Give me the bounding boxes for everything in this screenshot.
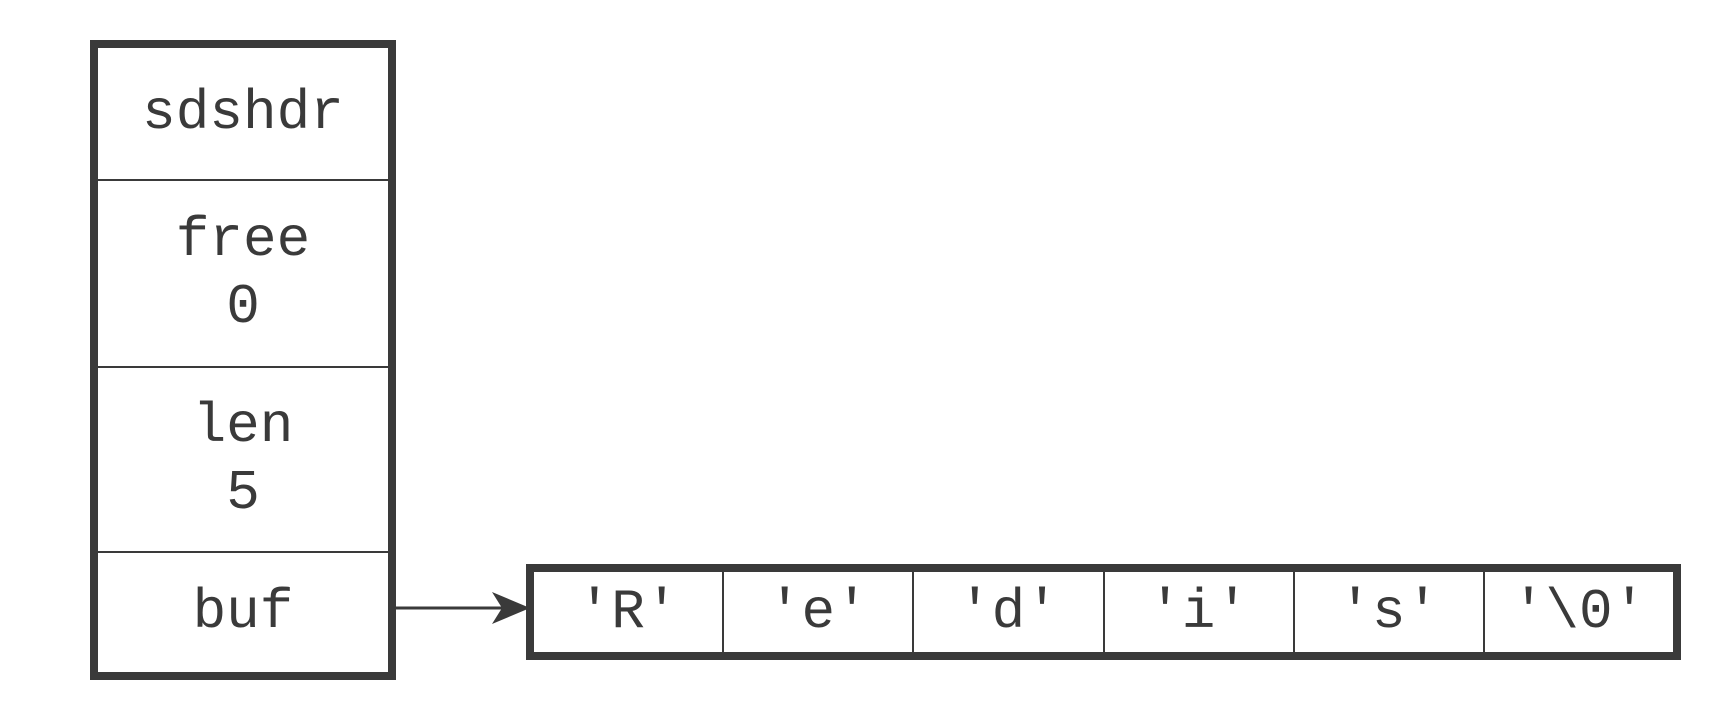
free-label: free: [175, 208, 311, 273]
sdshdr-struct: sdshdr free 0 len 5 buf: [90, 40, 396, 680]
buf-pointer-arrow: [396, 592, 530, 624]
buffer-byte: 's': [1292, 572, 1483, 652]
len-label: len: [192, 394, 294, 459]
buf-field: buf: [98, 551, 388, 672]
sdshdr-title-cell: sdshdr: [98, 48, 388, 179]
buffer-byte: 'i': [1102, 572, 1293, 652]
buffer-byte: 'd': [912, 572, 1102, 652]
free-value: 0: [226, 274, 260, 339]
len-field: len 5: [98, 366, 388, 551]
buffer-byte: 'R': [577, 580, 679, 644]
free-field: free 0: [98, 179, 388, 366]
len-value: 5: [226, 460, 260, 525]
sdshdr-title: sdshdr: [142, 81, 344, 146]
char-buffer: 'R' 'e' 'd' 'i' 's' '\0': [526, 564, 1681, 660]
buf-label: buf: [192, 580, 294, 645]
buffer-byte: '\0': [1482, 572, 1673, 652]
buffer-byte: 'e': [722, 572, 912, 652]
